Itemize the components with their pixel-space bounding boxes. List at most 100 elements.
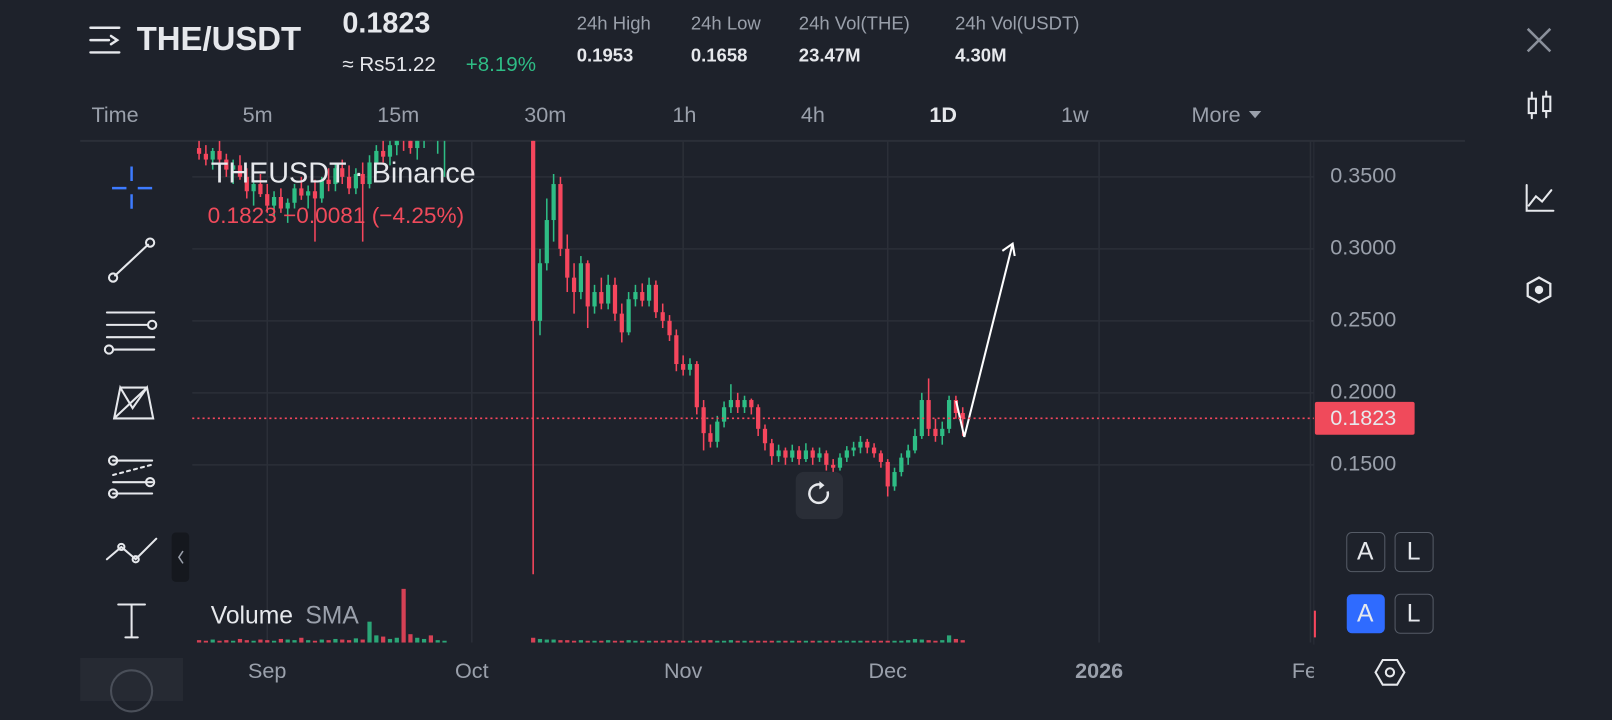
volume-bar <box>258 639 263 643</box>
volume-bar <box>401 588 406 643</box>
candle-body <box>340 168 345 177</box>
candle-body <box>796 450 802 460</box>
volume-bar <box>544 639 549 643</box>
volume-bar <box>531 637 536 643</box>
volume-bar <box>558 640 563 643</box>
candle-body <box>319 179 324 199</box>
x-tick-label: Nov <box>664 658 703 683</box>
volume-bar <box>578 640 584 643</box>
pattern-tool[interactable] <box>112 384 155 420</box>
candle-body <box>803 450 809 460</box>
timeframe[interactable]: More <box>1192 102 1241 127</box>
symbol[interactable]: THE/USDT <box>137 20 301 57</box>
timeframe[interactable]: 4h <box>801 102 825 127</box>
volume-bar <box>796 640 802 643</box>
candle-body <box>299 188 304 196</box>
candle-body <box>844 450 849 458</box>
trendline-tool[interactable] <box>107 237 156 283</box>
volume-bar <box>299 637 304 643</box>
timeframe[interactable]: 1h <box>672 102 696 127</box>
timeframe[interactable]: Time <box>91 102 138 127</box>
chart-settings[interactable] <box>1374 658 1406 686</box>
candle-body <box>892 472 897 487</box>
volume-bar <box>306 640 311 643</box>
candle-body <box>231 165 236 170</box>
candle-body <box>402 134 406 140</box>
timeframe[interactable]: 30m <box>524 102 566 127</box>
menu-icon[interactable] <box>89 26 121 54</box>
indicators-icon[interactable] <box>1525 184 1555 212</box>
timeframe[interactable]: 1w <box>1061 102 1089 127</box>
candle-body <box>537 263 543 321</box>
path-tool[interactable] <box>105 537 158 564</box>
auto-scale-button[interactable]: A <box>1346 532 1386 573</box>
candle-body <box>926 400 931 429</box>
x-tick-label: Dec <box>869 658 908 683</box>
volume-bar <box>394 637 399 643</box>
candle-body <box>946 400 952 429</box>
candle-body <box>919 400 924 437</box>
candle-body <box>606 284 611 304</box>
candle-body <box>742 400 747 408</box>
candle-body <box>960 412 965 419</box>
volume-bar <box>721 640 727 643</box>
candle-body <box>858 441 863 448</box>
log-scale-button[interactable]: L <box>1394 532 1434 573</box>
volume-bar <box>687 640 693 643</box>
auto-scale-button[interactable]: A <box>1346 594 1385 634</box>
volume-bar <box>606 640 611 643</box>
volume-bar <box>906 640 911 643</box>
candle-body <box>292 188 297 203</box>
candle-type-icon[interactable] <box>1527 90 1552 120</box>
reset-button[interactable] <box>795 471 844 520</box>
volume-bar <box>374 635 379 643</box>
price-change: +8.19% <box>466 53 536 76</box>
candle-body <box>271 197 277 206</box>
volume-bar <box>646 640 652 643</box>
stat-label: 24h Vol(THE) <box>799 13 910 34</box>
volume-bar <box>681 640 686 643</box>
stat-label: 24h Low <box>691 13 762 34</box>
collapse-toolbar[interactable] <box>171 532 190 582</box>
volume-bar <box>319 639 324 643</box>
volume-bar <box>333 638 338 643</box>
candle-body <box>436 119 440 133</box>
candle-body <box>381 150 386 157</box>
timeframe[interactable]: 5m <box>243 102 273 127</box>
fib-tool[interactable] <box>103 311 158 355</box>
candle-body <box>687 364 693 370</box>
user-arrow[interactable] <box>955 241 1016 438</box>
candle-body <box>585 263 590 307</box>
x-tick-label: Sep <box>248 658 286 683</box>
candle-body <box>551 184 556 221</box>
volume-bar <box>196 640 202 643</box>
candle-body <box>749 400 754 408</box>
volume-bar <box>756 640 761 643</box>
settings-hex-icon[interactable] <box>1526 276 1552 304</box>
candle-body <box>394 140 399 146</box>
volume-bar <box>885 640 890 643</box>
volume-bar <box>803 640 809 643</box>
timeframe[interactable]: 15m <box>377 102 419 127</box>
candle-body <box>633 292 638 300</box>
volume-bar <box>831 640 836 643</box>
candle-body <box>592 292 597 307</box>
close-button[interactable] <box>1526 27 1552 53</box>
timeframe[interactable]: 1D <box>929 102 957 127</box>
crosshair-tool[interactable] <box>112 166 153 209</box>
log-scale-button[interactable]: L <box>1394 593 1434 634</box>
volume-bar <box>933 640 938 643</box>
volume-bar <box>381 636 386 643</box>
volume-bar <box>421 638 427 643</box>
fiat-price: ≈ Rs51.22 <box>342 53 436 76</box>
candle-body <box>735 400 740 408</box>
volume-bar <box>865 640 870 643</box>
candle-body <box>326 179 331 185</box>
projection-tool[interactable] <box>107 455 156 499</box>
text-tool[interactable] <box>117 603 146 639</box>
more-tools[interactable] <box>80 657 183 702</box>
volume-title: Volume <box>211 602 293 629</box>
candle-body <box>865 441 870 448</box>
last-price-label: 0.1823 <box>1330 405 1396 430</box>
candle-body <box>306 191 311 196</box>
